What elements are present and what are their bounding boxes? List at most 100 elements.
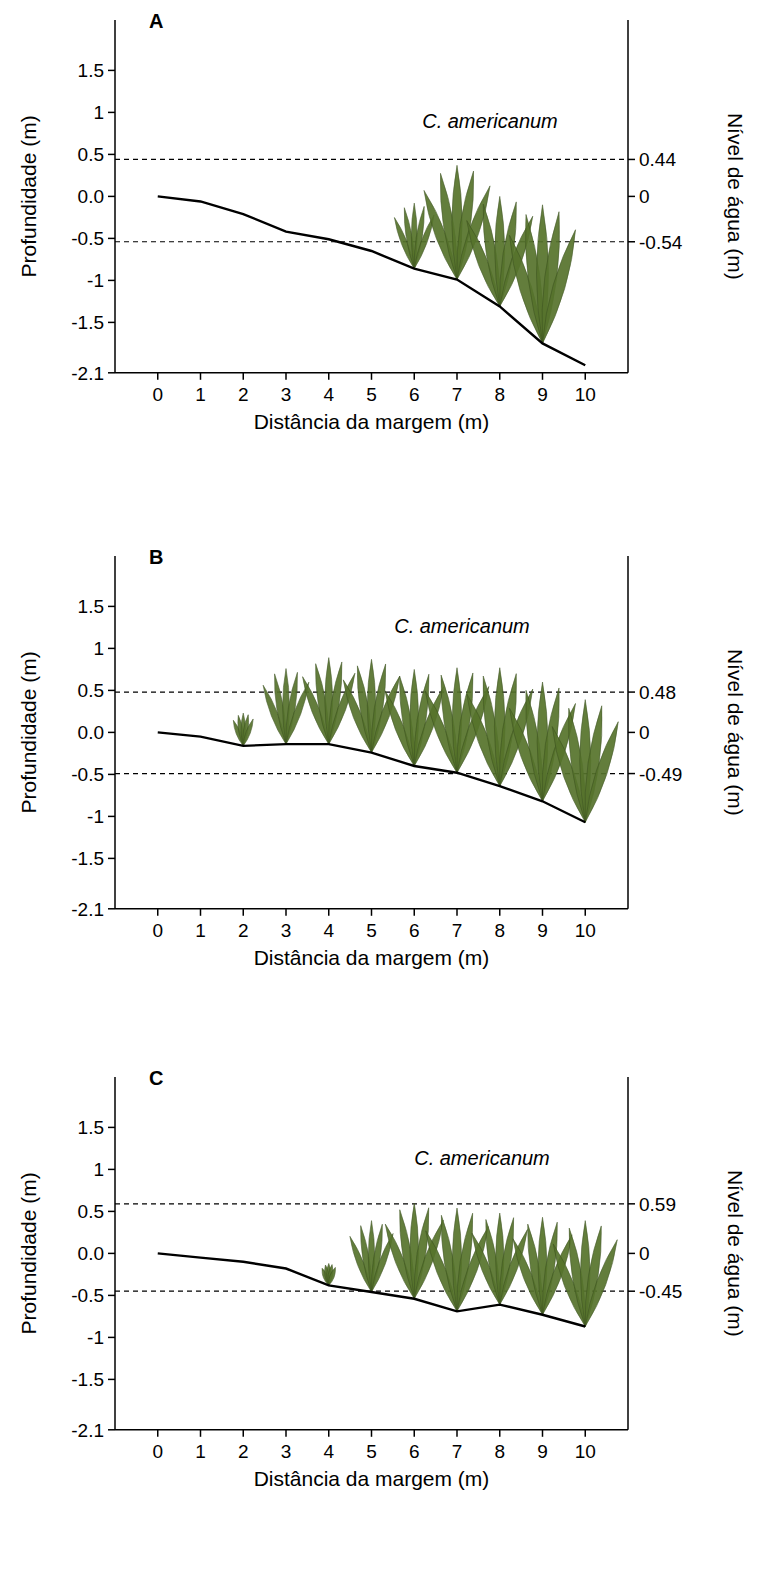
x-tick-label: 7 [452, 384, 463, 405]
x-tick [585, 373, 587, 380]
y-tick-label: -1 [87, 806, 104, 827]
x-tick-label: 7 [452, 1441, 463, 1462]
x-tick-label: 8 [494, 384, 505, 405]
water-level-line [115, 1203, 628, 1204]
y-tick [108, 196, 115, 198]
y-tick-label: -0.5 [71, 228, 104, 249]
x-tick [285, 909, 287, 916]
profile-line [158, 196, 586, 365]
x-tick [456, 909, 458, 916]
y-tick [108, 112, 115, 114]
plant [322, 1263, 335, 1285]
y2-tick-label: 0 [639, 722, 650, 743]
y-tick [108, 1211, 115, 1213]
x-tick-label: 6 [409, 1441, 420, 1462]
x-tick [243, 373, 245, 380]
y-tick-label: 1 [93, 638, 104, 659]
y2-tick [628, 159, 635, 161]
y-tick-label: 1.5 [78, 1117, 104, 1138]
y-tick-label: 0.5 [78, 680, 104, 701]
y-tick [108, 1253, 115, 1255]
profile-line [158, 1253, 586, 1326]
x-tick-label: 9 [537, 384, 548, 405]
x-tick-label: 10 [575, 1441, 596, 1462]
y-axis-title: Profundidade (m) [17, 651, 40, 813]
y-tick [108, 280, 115, 282]
plant [553, 1221, 617, 1327]
y-tick [108, 690, 115, 692]
plant [263, 669, 309, 745]
y-tick [108, 322, 115, 324]
x-tick [499, 1430, 501, 1437]
leaf [585, 722, 618, 823]
y-tick [108, 606, 115, 608]
y-tick [108, 774, 115, 776]
y-tick-label: -1 [87, 270, 104, 291]
y-tick [108, 1127, 115, 1129]
x-tick-label: 7 [452, 920, 463, 941]
x-tick-label: 9 [537, 1441, 548, 1462]
y-tick-label: 0.5 [78, 1201, 104, 1222]
x-tick-label: 8 [494, 1441, 505, 1462]
x-tick [200, 1430, 202, 1437]
x-tick-label: 1 [195, 384, 206, 405]
y-tick [108, 1295, 115, 1297]
panel-letter: C [149, 1067, 163, 1089]
x-tick [414, 373, 416, 380]
x-tick [157, 1430, 159, 1437]
x-tick-label: 6 [409, 920, 420, 941]
x-tick [157, 909, 159, 916]
x-tick [585, 909, 587, 916]
panel: 1.510.50.0-0.5-1-1.5-2.10.590-0.45012345… [17, 1067, 747, 1490]
y2-axis-title: Nível de água (m) [724, 649, 747, 816]
y2-tick [628, 241, 635, 243]
y-tick [108, 1429, 115, 1431]
x-tick-label: 5 [366, 1441, 377, 1462]
y-tick [108, 908, 115, 910]
y-tick-label: -0.5 [71, 1285, 104, 1306]
y-tick-label: 1 [93, 1159, 104, 1180]
x-tick-label: 2 [238, 384, 249, 405]
x-tick-label: 3 [281, 1441, 292, 1462]
x-tick [243, 1430, 245, 1437]
x-tick-label: 1 [195, 920, 206, 941]
y2-tick-label: -0.49 [639, 764, 682, 785]
x-tick-label: 2 [238, 1441, 249, 1462]
x-tick [200, 373, 202, 380]
figure: 1.510.50.0-0.5-1-1.5-2.10.440-0.54012345… [0, 0, 761, 1573]
y-tick-label: 0.5 [78, 144, 104, 165]
x-tick [371, 1430, 373, 1437]
x-tick-label: 2 [238, 920, 249, 941]
x-tick [371, 909, 373, 916]
x-tick [499, 373, 501, 380]
water-level-line [115, 159, 628, 160]
leaf [585, 1240, 617, 1327]
y2-tick [628, 773, 635, 775]
y2-tick-label: 0.48 [639, 682, 676, 703]
y2-axis-title: Nível de água (m) [724, 113, 747, 280]
y-axis-title: Profundidade (m) [17, 115, 40, 277]
y2-tick [628, 1290, 635, 1292]
x-tick [328, 909, 330, 916]
x-tick-label: 5 [366, 920, 377, 941]
plant [467, 668, 533, 786]
profile-line [158, 732, 586, 822]
y2-tick-label: -0.45 [639, 1281, 682, 1302]
panel-letter: B [149, 546, 163, 568]
x-tick-label: 3 [281, 920, 292, 941]
x-tick [285, 1430, 287, 1437]
y-tick [108, 858, 115, 860]
y-tick [108, 732, 115, 734]
y2-axis-title: Nível de água (m) [724, 1170, 747, 1337]
y-tick-label: 0.0 [78, 722, 104, 743]
y-tick-label: -1.5 [71, 848, 104, 869]
y-tick-label: 1.5 [78, 596, 104, 617]
plant [552, 700, 618, 823]
panel: 1.510.50.0-0.5-1-1.5-2.10.480-0.49012345… [17, 546, 747, 969]
x-axis-title: Distância da margem (m) [254, 410, 490, 433]
y2-tick [628, 1203, 635, 1205]
y2-tick [628, 691, 635, 693]
y-tick [108, 816, 115, 818]
y-tick-label: -1.5 [71, 1369, 104, 1390]
y2-tick-label: 0 [639, 1243, 650, 1264]
